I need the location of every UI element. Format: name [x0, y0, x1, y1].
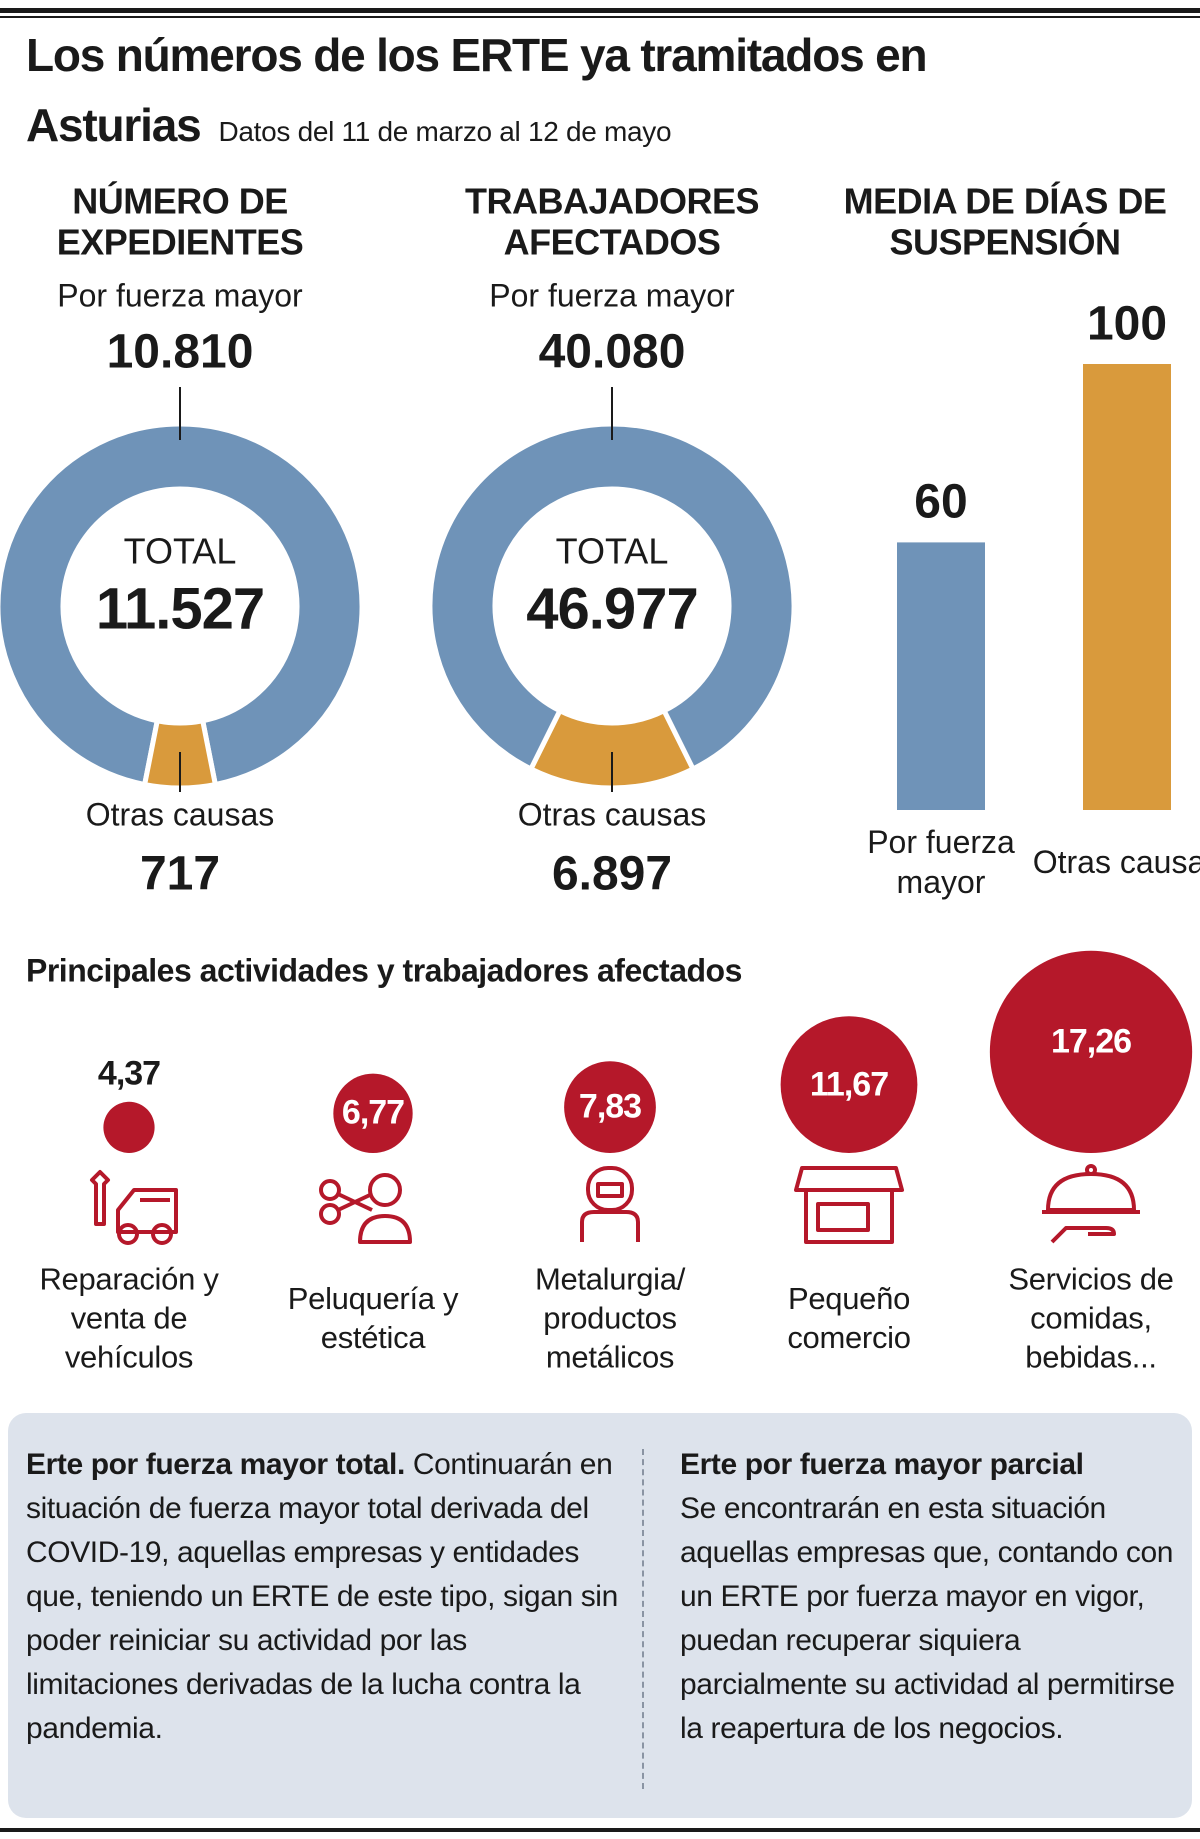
top-rule-thin — [0, 16, 1200, 18]
bubble — [333, 1073, 413, 1153]
section-title: NÚMERO DE EXPEDIENTES — [56, 180, 304, 263]
note-text: Continuarán en situación de fuerza mayor… — [26, 1448, 618, 1745]
donut-slice — [427, 421, 797, 773]
bar — [1083, 364, 1171, 810]
category-label: Otras causas — [1032, 844, 1200, 880]
bubble — [103, 1101, 155, 1154]
category-label: Por fuerza mayor — [489, 277, 735, 314]
donut-slice — [527, 707, 697, 791]
value-label: 17,26 — [1050, 1022, 1132, 1061]
value-label: 717 — [139, 847, 221, 901]
section-title: MEDIA DE DÍAS DE SUSPENSIÓN — [843, 180, 1167, 263]
section-title: TRABAJADORES AFECTADOS — [464, 180, 760, 263]
value-label: 10.810 — [106, 325, 254, 379]
header: Los números de los ERTE ya tramitados en… — [26, 26, 1196, 166]
title: Los números de los ERTE ya tramitados en… — [26, 29, 928, 151]
category-label: Metalurgia/ productos metálicos — [534, 1261, 686, 1375]
icon-shop — [794, 1166, 904, 1244]
note-title: Erte por fuerza mayor total. — [26, 1448, 405, 1481]
note: Erte por fuerza mayor parcial Se encontra… — [680, 1443, 1180, 1751]
total-title: TOTAL — [555, 530, 669, 572]
value-label: 60 — [914, 475, 968, 529]
total-title: TOTAL — [123, 530, 237, 572]
value-label: 100 — [1086, 297, 1168, 351]
activity-icons — [90, 1164, 1140, 1245]
value-label: 4,37 — [97, 1054, 161, 1093]
icon-car-repair — [90, 1170, 178, 1245]
note-text: Se encontrarán en esta situación aquella… — [680, 1492, 1175, 1745]
note: Erte por fuerza mayor total. Continuarán… — [26, 1443, 626, 1751]
category-label: Por fuerza mayor — [57, 277, 303, 314]
subtitle: Datos del 11 de marzo al 12 de mayo — [218, 116, 672, 147]
category-label: Otras causas — [517, 796, 707, 833]
donut-slice — [0, 421, 365, 788]
category-label: Peluquería y estética — [287, 1281, 459, 1355]
divider — [642, 1449, 644, 1789]
category-label: Pequeño comercio — [787, 1281, 911, 1355]
icon-welder — [580, 1166, 640, 1242]
top-rule — [0, 8, 1200, 13]
bubble — [780, 1016, 918, 1153]
value-label: 6.897 — [551, 847, 673, 901]
bubble — [564, 1061, 656, 1153]
value-label: 7,83 — [578, 1087, 642, 1126]
total-value: 11.527 — [95, 576, 265, 642]
bubble — [989, 950, 1193, 1153]
category-label: Otras causas — [85, 796, 275, 833]
icon-cloche — [1042, 1164, 1140, 1244]
icon-hairdresser — [319, 1173, 412, 1244]
note-title: Erte por fuerza mayor parcial — [680, 1448, 1084, 1481]
category-label: Reparación y venta de vehículos — [39, 1261, 219, 1375]
value-label: 11,67 — [809, 1065, 889, 1104]
category-label: Servicios de comidas, bebidas... — [1008, 1261, 1174, 1375]
notes-box: Erte por fuerza mayor total. Continuarán… — [8, 1413, 1192, 1818]
value-label: 6,77 — [341, 1093, 405, 1132]
bottom-rule — [0, 1828, 1200, 1832]
category-label: Por fuerza mayor — [867, 824, 1015, 900]
bar — [897, 542, 985, 810]
total-value: 46.977 — [526, 576, 698, 642]
section-title: Principales actividades y trabajadores a… — [26, 952, 742, 989]
value-label: 40.080 — [538, 325, 686, 379]
